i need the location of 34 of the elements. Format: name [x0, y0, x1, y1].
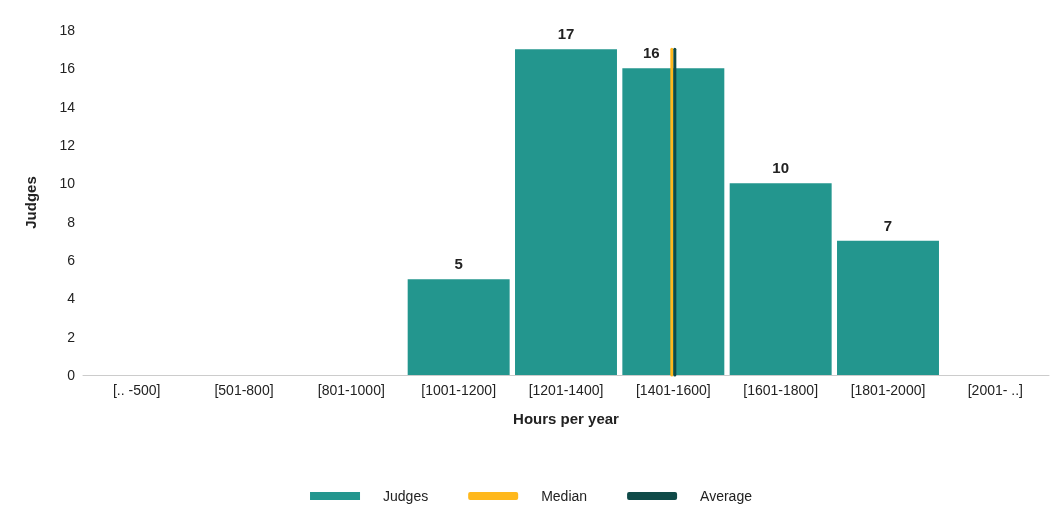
x-tick-label: [1601-1800]	[743, 382, 819, 398]
data-label: 5	[454, 255, 463, 273]
x-tick-label: [501-800]	[214, 382, 274, 398]
y-tick-label: 6	[67, 252, 76, 268]
data-label: 16	[642, 44, 660, 62]
y-axis-title: Judges	[22, 176, 39, 229]
bar	[515, 49, 617, 375]
y-tick-label: 2	[67, 328, 76, 345]
y-tick-label: 4	[67, 290, 76, 307]
y-tick-label: 16	[59, 60, 76, 77]
data-label: 7	[883, 216, 893, 234]
bar	[622, 68, 725, 375]
y-tick-label: 14	[59, 98, 76, 115]
y-tick-label: 10	[59, 175, 76, 192]
bar	[407, 279, 510, 375]
x-tick-label: [.. -500]	[112, 382, 161, 398]
data-label: 10	[772, 159, 790, 177]
x-axis-title: Hours per year	[513, 410, 620, 427]
x-tick-label: [1201-1400]	[528, 382, 604, 398]
legend-label: Average	[700, 488, 753, 504]
x-tick-label: [1001-1200]	[421, 382, 497, 398]
y-tick-label: 0	[67, 367, 76, 383]
y-tick-label: 8	[67, 213, 76, 230]
bar	[729, 183, 832, 375]
x-tick-label: [2001- ..]	[967, 382, 1023, 398]
y-tick-label: 12	[59, 137, 76, 153]
x-tick-label: [801-1000]	[317, 382, 385, 398]
y-tick-label: 18	[59, 22, 76, 38]
x-tick-label: [1801-2000]	[850, 382, 926, 398]
legend-label: Median	[541, 488, 588, 504]
x-tick-label: [1401-1600]	[635, 382, 711, 398]
bar	[837, 240, 939, 375]
legend-label: Judges	[383, 488, 429, 504]
data-label: 17	[557, 25, 575, 43]
